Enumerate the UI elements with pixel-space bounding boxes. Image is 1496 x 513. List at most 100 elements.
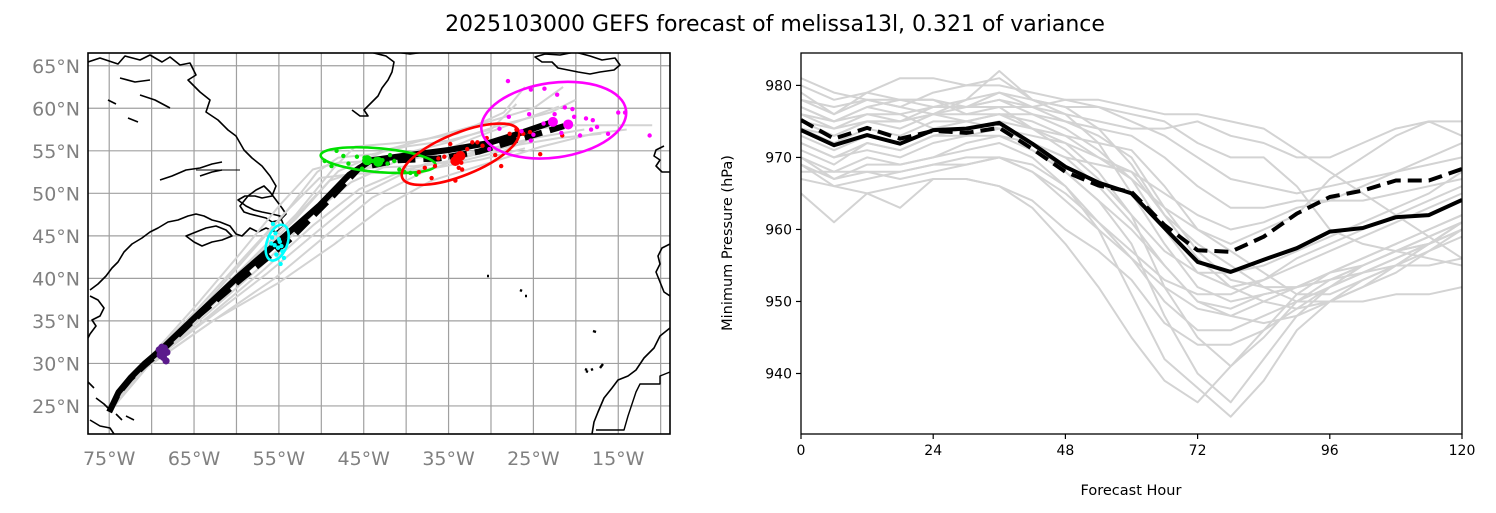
cluster-point (570, 106, 575, 112)
cluster-purple (155, 343, 171, 365)
y-tick-label: 980 (765, 78, 792, 94)
cluster-point (416, 169, 422, 175)
cluster-point (273, 231, 278, 236)
map-ytick-label: 60°N (32, 98, 80, 120)
map-ytick-label: 65°N (32, 56, 80, 78)
cluster-point (583, 116, 589, 121)
cluster-point (528, 87, 534, 92)
x-tick-label: 72 (1189, 443, 1207, 459)
y-tick-label: 950 (765, 294, 792, 310)
map-ytick-label: 40°N (32, 268, 80, 290)
map-xtick-label: 45°W (337, 448, 390, 470)
cluster-point (278, 261, 283, 267)
cluster-point (334, 148, 339, 154)
cluster-point (541, 121, 546, 126)
cluster-point (392, 158, 397, 164)
cluster-point (456, 165, 461, 171)
cluster-point (507, 131, 512, 136)
member-track (108, 132, 602, 413)
cluster-point (162, 357, 170, 365)
cluster-point (505, 78, 511, 84)
map-latitude-labels: 25°N 30°N 35°N 40°N 45°N 50°N 55°N 60°N 65°N (32, 56, 80, 418)
x-tick-label: 0 (797, 443, 806, 459)
x-tick-label: 24 (924, 443, 942, 459)
cluster-point (622, 110, 628, 115)
map-xtick-label: 75°W (83, 448, 136, 470)
cluster-point (432, 163, 438, 169)
x-axis-ticks: 0 24 48 72 96 120 (797, 434, 1475, 459)
coastline-azores (487, 274, 597, 334)
cluster-point (329, 163, 334, 169)
member-pressure-line (801, 84, 1462, 159)
cluster-point (354, 154, 360, 159)
position-clusters (155, 78, 652, 365)
cluster-point (487, 146, 492, 152)
coastline-ireland (653, 145, 670, 173)
figure-title: 2025103000 GEFS forecast of melissa13l, … (445, 12, 1105, 37)
cluster-point (442, 154, 447, 159)
cluster-point (537, 152, 543, 157)
cluster-point (269, 235, 275, 240)
cluster-mean-point (547, 116, 558, 127)
cluster-mean-point (362, 155, 373, 166)
coastline-nova-scotia (185, 225, 233, 247)
map-xtick-label: 35°W (422, 448, 475, 470)
cluster-point (577, 133, 583, 138)
coastline-newfoundland (239, 185, 287, 223)
member-pressure-line (801, 70, 1462, 310)
map-longitude-labels: 75°W 65°W 55°W 45°W 35°W 25°W 15°W (83, 448, 645, 470)
cluster-magenta (480, 78, 652, 160)
cluster-point (280, 248, 285, 254)
map-frame (87, 52, 671, 435)
cluster-point (157, 352, 165, 360)
cluster-point (436, 156, 441, 161)
map-ytick-label: 50°N (32, 183, 80, 205)
cluster-point (552, 112, 557, 117)
cluster-point (562, 105, 567, 110)
cluster-point (528, 138, 534, 143)
cluster-point (594, 124, 600, 130)
cluster-point (526, 112, 532, 117)
y-axis-ticks: 940 950 960 970 980 (765, 78, 801, 383)
map-background (88, 53, 670, 434)
cluster-point (559, 130, 564, 136)
map-ytick-label: 45°N (32, 226, 80, 248)
coastline-iberia (655, 243, 670, 297)
mean-pressure-lines (801, 118, 1462, 274)
y-tick-label: 960 (765, 222, 792, 238)
cluster-point (429, 175, 434, 181)
cluster-point (493, 152, 498, 158)
x-tick-label: 96 (1321, 443, 1339, 459)
member-pressure-line (801, 91, 1462, 267)
cluster-point (453, 178, 458, 183)
cluster-point (465, 146, 470, 152)
map-xtick-label: 65°W (168, 448, 221, 470)
map-gridlines (88, 53, 670, 434)
cluster-point (422, 165, 428, 171)
cluster-point (275, 245, 281, 250)
cluster-point (571, 114, 577, 119)
x-axis-label: Forecast Hour (1081, 483, 1182, 499)
cluster-point (270, 221, 276, 227)
cluster-point (531, 132, 536, 137)
cluster-mean-point (373, 156, 384, 167)
member-track (108, 128, 627, 413)
cluster-red (400, 122, 565, 187)
member-pressure-line (801, 156, 1462, 296)
cluster-ellipse-cyan (264, 223, 290, 262)
cluster-point (498, 163, 504, 169)
coastline-africa (591, 327, 670, 434)
cluster-mean-track (106, 119, 554, 414)
member-pressure-line (801, 113, 1462, 296)
cluster-point (506, 114, 512, 119)
cluster-green (319, 145, 437, 177)
coastline-canary-islands (584, 363, 604, 374)
ensemble-mean-pressure-line (801, 118, 1462, 254)
cluster-point (470, 140, 475, 145)
cluster-point (341, 153, 346, 159)
cluster-point (647, 133, 652, 138)
map-ytick-label: 35°N (32, 311, 80, 333)
cluster-point (359, 166, 365, 171)
cluster-point (527, 129, 533, 135)
coastlines (88, 53, 670, 434)
